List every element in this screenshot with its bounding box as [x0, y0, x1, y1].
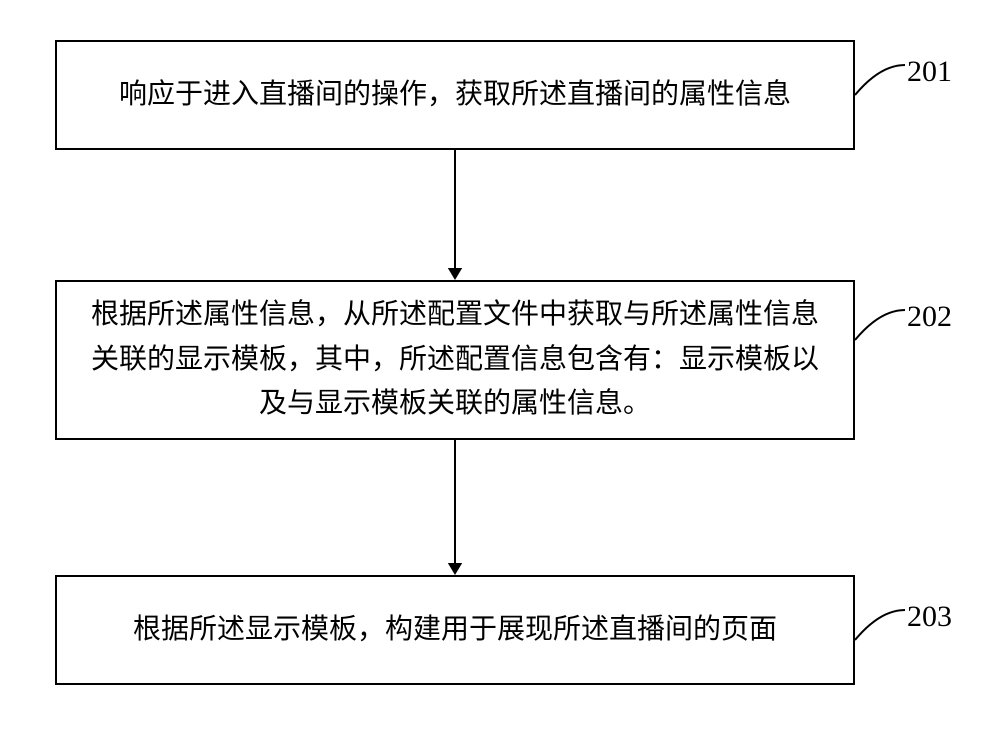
leader-line-2: [0, 0, 1000, 754]
flowchart-canvas: 响应于进入直播间的操作，获取所述直播间的属性信息201根据所述属性信息，从所述配…: [0, 0, 1000, 754]
